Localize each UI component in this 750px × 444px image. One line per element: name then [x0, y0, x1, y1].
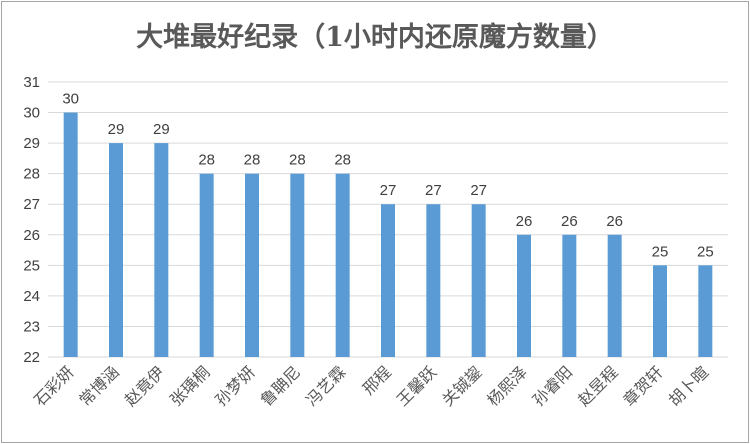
bar [199, 173, 214, 357]
x-tick-label: 杨熙泽 [483, 362, 530, 409]
bar [109, 143, 123, 357]
y-tick-label: 25 [23, 257, 40, 274]
data-label: 25 [697, 243, 714, 260]
y-tick-label: 23 [23, 318, 40, 335]
x-tick-label: 邢程 [359, 362, 395, 398]
data-label: 30 [62, 91, 79, 108]
data-label: 26 [516, 213, 533, 230]
bar [245, 173, 259, 357]
y-tick-label: 24 [23, 288, 40, 305]
data-label: 28 [198, 152, 215, 169]
bar [517, 234, 531, 357]
data-label: 28 [334, 152, 351, 169]
y-tick-label: 26 [23, 227, 40, 244]
x-tick-label: 胡卜暄 [665, 362, 712, 409]
bar [653, 265, 667, 357]
data-label: 28 [289, 152, 306, 169]
chart-title: 大堆最好纪录（1小时内还原魔方数量） [136, 21, 614, 53]
x-tick-label: 孙睿阳 [529, 362, 576, 409]
bar [607, 234, 622, 357]
data-label: 29 [153, 121, 170, 138]
bar [426, 204, 441, 357]
bar [698, 265, 713, 357]
y-tick-label: 28 [23, 166, 40, 183]
data-label: 29 [108, 121, 125, 138]
x-tick-label: 关铖鋆 [438, 362, 485, 409]
bar [381, 204, 395, 357]
data-label: 27 [380, 182, 397, 199]
x-tick-label: 赵昱程 [574, 362, 621, 409]
x-tick-label: 鲁聃尼 [257, 362, 304, 409]
bar [471, 204, 486, 357]
y-tick-label: 30 [23, 105, 40, 122]
bar [562, 234, 577, 357]
x-tick-label: 石彩妍 [30, 362, 77, 409]
bars [63, 112, 713, 357]
data-label: 26 [606, 213, 623, 230]
data-label: 27 [425, 182, 442, 199]
y-tick-label: 31 [23, 74, 40, 91]
x-tick-label: 赵竟伊 [121, 362, 168, 409]
data-label: 27 [470, 182, 487, 199]
data-labels: 30 29 29 28 28 28 28 27 27 27 26 26 26 25 25 [62, 91, 713, 261]
data-label: 26 [561, 213, 578, 230]
data-label: 28 [244, 152, 261, 169]
x-tick-label: 章贺轩 [619, 362, 666, 409]
y-axis: 22 23 24 25 26 27 28 29 30 31 [23, 74, 40, 366]
y-tick-label: 29 [23, 135, 40, 152]
x-tick-label: 孙梦妍 [211, 362, 258, 409]
x-tick-label: 冯艺霖 [302, 362, 349, 409]
bar [335, 173, 350, 357]
x-tick-label: 王馨跃 [393, 362, 440, 409]
bar [63, 112, 78, 357]
x-tick-label: 常博涵 [75, 362, 122, 409]
x-tick-label: 张瑀桐 [166, 362, 213, 409]
bar [154, 143, 169, 357]
y-tick-label: 22 [23, 349, 40, 366]
bar [290, 173, 305, 357]
data-label: 25 [652, 243, 669, 260]
y-tick-label: 27 [23, 196, 40, 213]
